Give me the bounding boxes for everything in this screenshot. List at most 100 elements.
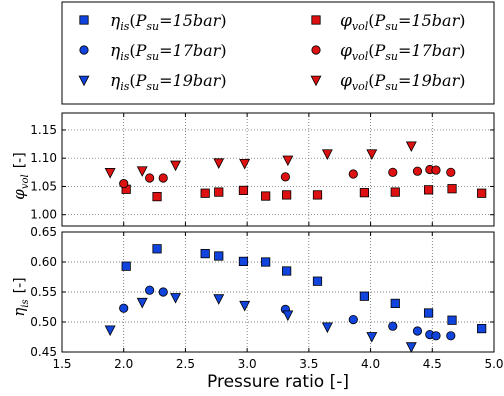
data-point [477, 188, 487, 198]
panel-volumetric-efficiency: 1.00 1.05 1.10 1.15 φvol[-] [10, 112, 495, 227]
data-point [282, 155, 294, 167]
data-point [213, 294, 225, 305]
data-point [282, 310, 294, 322]
data-point [423, 308, 434, 318]
data-point [431, 165, 441, 175]
data-point [348, 314, 358, 325]
data-point [145, 173, 155, 183]
data-point [366, 332, 378, 343]
data-point [282, 190, 292, 200]
plot-frame [61, 112, 495, 227]
y-axis-label: ηis[-] [10, 277, 31, 316]
data-point [321, 322, 333, 334]
data-point [388, 167, 398, 177]
data-point [447, 315, 457, 325]
data-point [136, 297, 148, 309]
x-tick-label: 4.0 [361, 357, 380, 371]
legend-label: φvol(Psu=15bar) [340, 11, 465, 33]
data-point [431, 331, 441, 341]
legend-marker [311, 45, 321, 55]
y-tick-label: 0.55 [30, 285, 57, 299]
data-point [446, 167, 456, 177]
data-point [136, 166, 148, 177]
legend: ηis(Psu=15bar) φvol(Psu=15bar) ηis(Psu=17b… [61, 1, 495, 105]
data-point [239, 300, 251, 312]
data-point [119, 179, 129, 189]
x-tick-label: 5.0 [484, 357, 503, 371]
panel-isentropic-efficiency: 0.45 0.50 0.55 0.60 0.65 1.5 2.0 2.5 3.0 3.5 4.0 4.… [10, 225, 504, 371]
data-point [158, 173, 168, 183]
legend-marker [311, 15, 321, 25]
data-point [446, 331, 456, 341]
x-tick-label: 1.5 [52, 357, 71, 371]
data-point [200, 248, 210, 259]
legend-label: φvol(Psu=17bar) [340, 41, 465, 63]
legend-label: ηis(Psu=15bar) [110, 11, 227, 33]
data-point [104, 168, 116, 179]
legend-marker [79, 45, 89, 55]
legend-label: ηis(Psu=19bar) [110, 71, 227, 93]
data-point [145, 285, 155, 295]
data-point [423, 185, 434, 195]
data-point [390, 187, 400, 197]
data-point [447, 184, 457, 194]
x-tick-label: 3.0 [238, 357, 257, 371]
x-tick-label: 3.5 [299, 357, 318, 371]
data-point [213, 158, 225, 169]
y-tick-label: 0.60 [30, 255, 57, 269]
data-point [388, 321, 398, 331]
y-tick-label: 1.15 [30, 123, 57, 137]
data-point [214, 251, 224, 261]
series-0 [121, 184, 487, 202]
data-point [359, 188, 370, 198]
data-point [238, 256, 249, 267]
data-point [390, 298, 400, 309]
y-tick-label: 0.65 [30, 225, 57, 239]
x-tick-label: 4.5 [423, 357, 442, 371]
data-point [312, 190, 323, 200]
data-point [152, 244, 162, 254]
data-point [200, 188, 210, 198]
data-point [261, 191, 271, 201]
legend-label: ηis(Psu=17bar) [110, 41, 227, 63]
data-point [238, 185, 249, 196]
data-point [121, 261, 131, 271]
data-point [158, 287, 168, 297]
series-1 [119, 164, 456, 189]
data-point [261, 257, 271, 267]
x-tick-label: 2.5 [176, 357, 195, 371]
data-point [239, 158, 251, 170]
legend-entry: φvol(Psu=17bar) [311, 41, 465, 63]
legend-entry: ηis(Psu=19bar) [78, 71, 227, 93]
legend-entry: φvol(Psu=19bar) [310, 71, 465, 93]
data-point [170, 160, 182, 172]
y-tick-label: 1.00 [30, 208, 57, 222]
legend-marker [78, 75, 90, 87]
series-0 [121, 244, 487, 334]
data-point [405, 342, 417, 353]
data-point [348, 169, 358, 179]
data-point [477, 323, 487, 334]
legend-label: φvol(Psu=19bar) [340, 71, 465, 93]
data-point [152, 192, 162, 202]
x-tick-label: 2.0 [114, 357, 133, 371]
data-point [214, 187, 224, 197]
data-point [280, 172, 291, 182]
legend-entry: ηis(Psu=17bar) [79, 41, 227, 63]
data-point [170, 293, 182, 304]
legend-entry: ηis(Psu=15bar) [79, 11, 227, 33]
legend-entry: φvol(Psu=15bar) [311, 11, 465, 33]
y-axis-label: φvol[-] [10, 152, 31, 199]
data-point [119, 303, 129, 313]
data-point [359, 291, 370, 301]
series-2 [104, 141, 417, 179]
data-point [104, 325, 116, 337]
data-point [405, 141, 417, 153]
legend-marker [310, 75, 322, 87]
legend-frame [61, 1, 495, 105]
data-point [321, 149, 333, 160]
data-point [282, 266, 292, 276]
y-tick-label: 0.50 [30, 315, 57, 329]
data-point [312, 276, 323, 286]
